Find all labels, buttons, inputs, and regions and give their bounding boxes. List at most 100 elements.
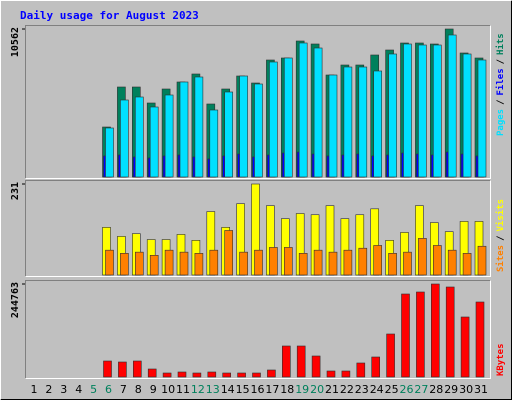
legend-entry: Pages (496, 109, 506, 136)
panel-shadow (25, 280, 491, 379)
bar (401, 293, 410, 378)
bar (388, 253, 397, 276)
bar (373, 70, 383, 178)
bar (207, 371, 217, 378)
x-tick-label: 1 (31, 383, 38, 396)
x-tick-label: 3 (60, 383, 67, 396)
y-tick-label: 10562 (10, 27, 21, 57)
panel-shadow (25, 25, 491, 179)
bar (403, 43, 412, 178)
bar (149, 106, 159, 178)
x-tick-label: 24 (370, 383, 384, 396)
bar (460, 316, 470, 378)
bar (418, 44, 427, 178)
bar (164, 94, 174, 178)
bar (418, 238, 427, 276)
x-tick-label: 11 (176, 383, 190, 396)
bar (192, 372, 202, 378)
bar (341, 370, 351, 378)
bar (475, 301, 485, 378)
bar (388, 53, 397, 178)
bar (283, 247, 293, 276)
x-tick-label: 22 (340, 383, 354, 396)
bar (103, 360, 112, 378)
x-tick-label: 4 (75, 383, 82, 396)
bar (105, 249, 114, 276)
bar (283, 57, 293, 178)
x-tick-label: 2 (45, 383, 52, 396)
legend: Sites / Visits (495, 199, 506, 272)
bar (133, 360, 142, 378)
legend-separator: / (496, 59, 506, 64)
bar (179, 251, 189, 276)
bar (343, 66, 353, 178)
bar (298, 253, 308, 276)
legend-separator: / (496, 99, 506, 104)
bar (313, 47, 323, 178)
bar (328, 251, 338, 276)
legend-entry: Visits (495, 199, 506, 232)
bar (403, 251, 412, 276)
legend-entry: Sites (495, 245, 506, 272)
bar (135, 96, 144, 178)
bar (120, 253, 129, 276)
bar (222, 372, 231, 378)
x-tick-label: 13 (206, 383, 220, 396)
x-tick-label: 17 (265, 383, 279, 396)
bar (462, 53, 472, 178)
bar (328, 74, 338, 178)
panel-light (25, 180, 491, 277)
bar (447, 34, 457, 178)
bar (313, 249, 323, 276)
bar (386, 333, 395, 378)
x-tick-label: 14 (221, 383, 235, 396)
bar (269, 61, 278, 178)
y-tick-label: 244763 (10, 282, 21, 318)
bar (326, 370, 336, 378)
legend-entry: KBytes (496, 343, 506, 376)
bar (162, 372, 172, 378)
x-tick-label: 29 (444, 383, 458, 396)
bar (239, 75, 248, 178)
panel-shadow (25, 180, 491, 277)
bar (105, 127, 114, 178)
x-tick-label: 26 (400, 383, 414, 396)
x-tick-label: 28 (429, 383, 443, 396)
bar (239, 251, 248, 276)
bar (209, 249, 219, 276)
bar (135, 251, 144, 276)
panel-light (25, 280, 491, 379)
bar (164, 249, 174, 276)
x-tick-label: 15 (236, 383, 250, 396)
x-tick-label: 23 (355, 383, 369, 396)
bar (224, 230, 233, 276)
bar (254, 249, 263, 276)
bar (120, 99, 129, 178)
bar (343, 249, 353, 276)
bar (371, 356, 381, 378)
chart-title: Daily usage for August 2023 (20, 9, 199, 22)
bar (432, 44, 442, 178)
bar (252, 372, 261, 378)
bar (254, 83, 263, 178)
bar (267, 369, 276, 378)
bar (224, 91, 233, 178)
x-tick-label: 27 (414, 383, 428, 396)
legend-entry: Files (495, 68, 506, 95)
bar (358, 247, 368, 276)
x-tick-label: 9 (150, 383, 157, 396)
bar (194, 76, 204, 178)
bar (269, 247, 278, 276)
bar (296, 345, 306, 378)
legend: Pages / Files / Hits (495, 33, 506, 136)
bar (118, 361, 127, 378)
bar (477, 59, 487, 178)
bar (298, 42, 308, 178)
bar (311, 355, 321, 378)
bar (356, 362, 366, 378)
x-tick-label: 7 (120, 383, 127, 396)
bar (281, 345, 291, 378)
bar (373, 245, 383, 276)
